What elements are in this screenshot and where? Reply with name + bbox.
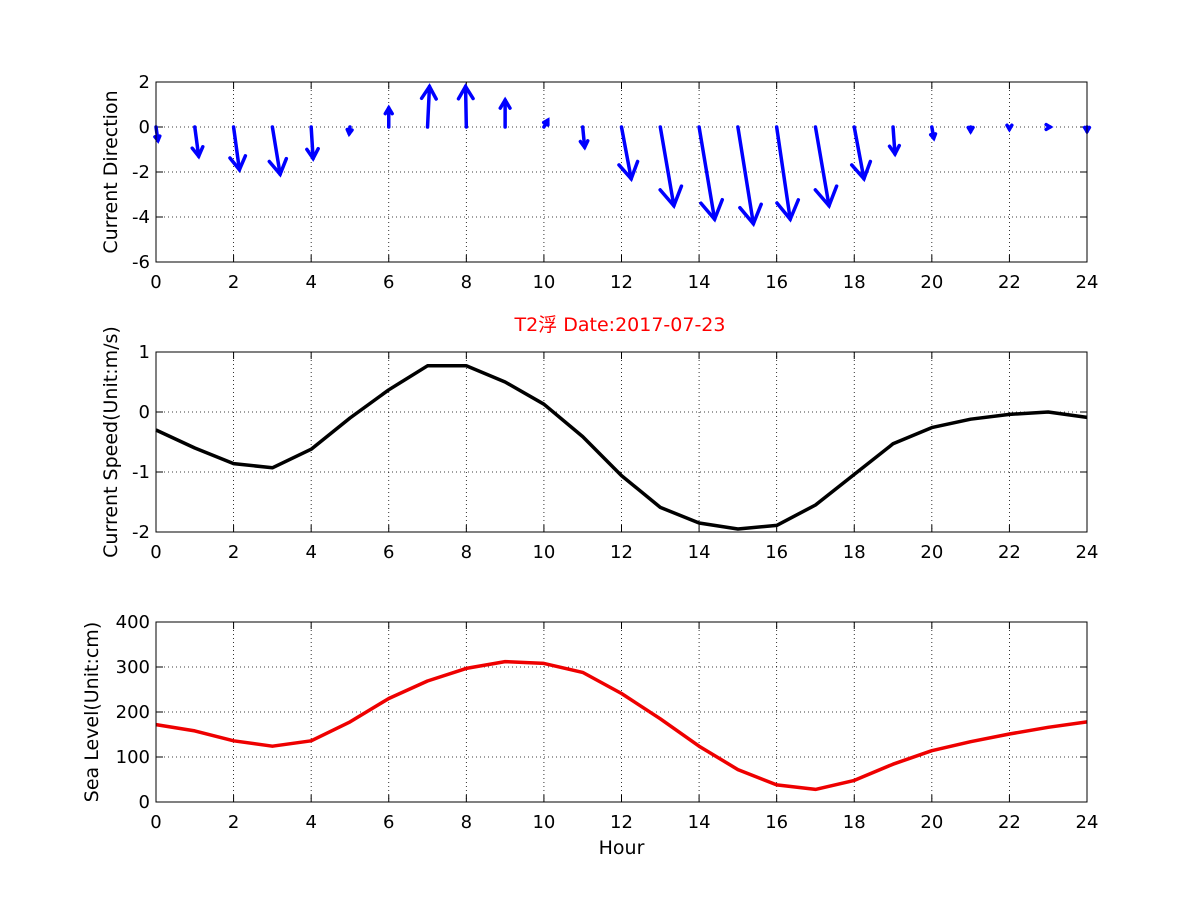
y-axis-label: Current Speed(Unit:m/s): [100, 326, 122, 558]
x-tick-label: 22: [998, 272, 1021, 293]
current-arrow: [228, 125, 248, 174]
current-direction-plot-area: [156, 82, 1087, 262]
x-tick-label: 4: [305, 812, 316, 833]
y-tick-label: -1: [132, 462, 150, 483]
x-tick-label: 8: [461, 542, 472, 563]
current-arrow: [774, 125, 801, 223]
y-tick-label: 400: [116, 612, 150, 633]
x-tick-label: 18: [843, 542, 866, 563]
x-tick-label: 24: [1076, 542, 1099, 563]
x-tick-label: 10: [532, 542, 555, 563]
x-tick-label: 16: [765, 542, 788, 563]
x-tick-label: 20: [920, 272, 943, 293]
x-tick-label: 14: [688, 542, 711, 563]
x-tick-label: 10: [532, 812, 555, 833]
current-arrow: [617, 125, 640, 183]
y-axis-label: Sea Level(Unit:cm): [81, 622, 103, 802]
x-tick-label: 8: [461, 272, 472, 293]
sea-level-plot-area: [156, 622, 1087, 802]
y-tick-label: 300: [116, 657, 150, 678]
sea-level-axes-frame: [155, 621, 1088, 803]
current-arrow: [1005, 123, 1014, 133]
current-arrow: [736, 125, 763, 228]
current-arrow: [697, 125, 725, 223]
current-arrow: [305, 125, 320, 162]
x-tick-label: 14: [688, 812, 711, 833]
y-tick-label: 200: [116, 702, 150, 723]
x-tick-label: 4: [305, 272, 316, 293]
figure-title: T2浮 Date:2017-07-23: [514, 314, 726, 336]
current-arrow: [498, 96, 512, 129]
x-tick-label: 12: [610, 812, 633, 833]
x-tick-label: 22: [998, 542, 1021, 563]
x-tick-label: 0: [150, 272, 161, 293]
y-tick-label: -6: [132, 252, 150, 273]
x-tick-label: 12: [610, 272, 633, 293]
current-arrow: [190, 125, 205, 160]
y-tick-label: 1: [139, 342, 150, 363]
y-tick-label: -4: [132, 207, 150, 228]
y-tick-label: 0: [139, 117, 150, 138]
current-arrow: [345, 125, 354, 138]
x-tick-label: 6: [383, 812, 394, 833]
x-tick-label: 24: [1076, 272, 1099, 293]
y-tick-label: 0: [139, 792, 150, 813]
current-arrow: [928, 125, 938, 142]
x-tick-label: 16: [765, 812, 788, 833]
y-tick-label: -2: [132, 162, 150, 183]
y-tick-label: 100: [116, 747, 150, 768]
x-tick-label: 22: [998, 812, 1021, 833]
x-tick-label: 16: [765, 272, 788, 293]
x-tick-label: 4: [305, 542, 316, 563]
current-arrow: [456, 83, 475, 129]
current-arrow: [419, 83, 438, 129]
x-tick-label: 12: [610, 542, 633, 563]
current-arrow: [383, 104, 394, 129]
current-arrow: [966, 125, 975, 135]
y-tick-label: 2: [139, 72, 150, 93]
sea-level-series-line: [155, 659, 1088, 792]
current-arrow: [578, 125, 590, 151]
y-axis-label: Current Direction: [100, 90, 122, 253]
current-arrow: [658, 125, 684, 210]
current-speed-plot-area: [156, 352, 1087, 532]
x-tick-label: 2: [228, 272, 239, 293]
x-tick-label: 2: [228, 812, 239, 833]
current-arrow: [849, 125, 873, 183]
x-tick-label: 6: [383, 542, 394, 563]
x-tick-label: 20: [920, 542, 943, 563]
x-tick-label: 18: [843, 812, 866, 833]
x-tick-label: 2: [228, 542, 239, 563]
x-tick-label: 0: [150, 542, 161, 563]
current-speed-axes-frame: [155, 351, 1088, 533]
y-tick-label: -2: [132, 522, 150, 543]
x-tick-label: 6: [383, 272, 394, 293]
x-tick-label: 14: [688, 272, 711, 293]
current-direction-axes-frame: [155, 81, 1088, 263]
x-tick-label: 20: [920, 812, 943, 833]
x-axis-label: Hour: [599, 837, 645, 859]
current-arrow: [541, 117, 550, 129]
y-tick-label: 0: [139, 402, 150, 423]
x-tick-label: 8: [461, 812, 472, 833]
x-tick-label: 0: [150, 812, 161, 833]
x-tick-label: 18: [843, 272, 866, 293]
x-tick-label: 24: [1076, 812, 1099, 833]
current-arrow: [887, 125, 902, 158]
current-arrow: [267, 125, 289, 178]
current-arrow: [813, 125, 839, 210]
x-tick-label: 10: [532, 272, 555, 293]
current-arrow: [1044, 122, 1054, 132]
